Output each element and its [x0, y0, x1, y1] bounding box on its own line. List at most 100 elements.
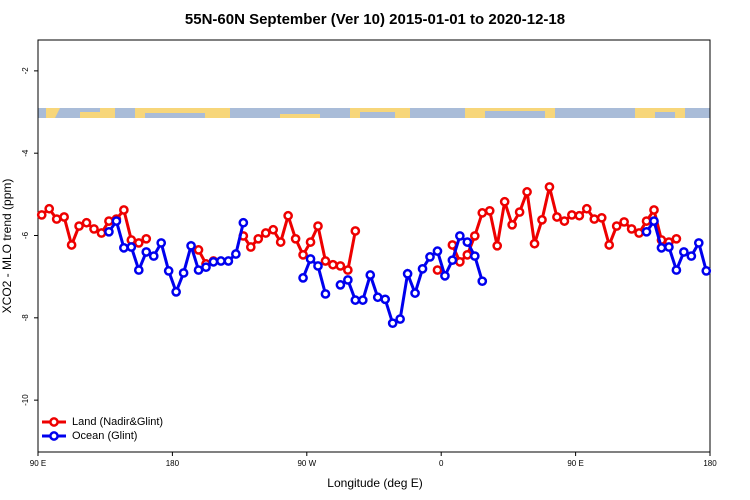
point — [313, 221, 323, 231]
point — [350, 226, 361, 236]
point — [133, 238, 144, 248]
point — [275, 237, 286, 247]
point — [619, 217, 629, 227]
point — [387, 318, 398, 329]
point — [335, 280, 346, 290]
point — [469, 251, 480, 261]
point — [193, 245, 204, 255]
point — [641, 226, 652, 237]
point — [193, 265, 204, 275]
point — [66, 240, 77, 250]
map-strip — [38, 108, 710, 118]
point — [455, 256, 465, 267]
point — [171, 287, 181, 297]
point — [298, 273, 308, 283]
point — [51, 214, 62, 224]
legend-label: Land (Nadir&Glint) — [72, 416, 163, 428]
point — [223, 256, 234, 266]
point — [671, 233, 682, 244]
point — [148, 251, 159, 261]
point — [656, 243, 667, 253]
x-tick-label: 90 W — [297, 459, 316, 468]
point — [477, 208, 488, 218]
point — [432, 246, 443, 256]
point — [313, 261, 323, 271]
point — [104, 226, 114, 237]
y-tick-label: -4 — [21, 149, 30, 157]
point — [320, 289, 331, 299]
point — [141, 247, 152, 257]
point — [701, 266, 712, 276]
point — [522, 187, 532, 197]
marks — [36, 182, 712, 329]
point — [417, 263, 428, 274]
point — [581, 203, 592, 214]
chart-title: 55N-60N September (Ver 10) 2015-01-01 to… — [185, 11, 565, 28]
point — [231, 249, 241, 259]
point — [119, 205, 129, 215]
point — [395, 314, 405, 324]
point — [402, 268, 413, 279]
point — [44, 203, 55, 214]
point — [499, 196, 510, 207]
point — [245, 242, 256, 252]
point — [178, 268, 189, 278]
point — [567, 210, 577, 220]
x-tick-label: 0 — [439, 459, 444, 468]
point — [529, 238, 540, 249]
point — [462, 249, 473, 260]
x-axis-label: Longitude (deg E) — [327, 476, 422, 490]
legend-marker — [49, 431, 59, 441]
point — [574, 210, 585, 221]
point — [208, 256, 219, 267]
x-tick-label: 90 E — [30, 459, 46, 468]
point — [320, 256, 331, 266]
point — [74, 221, 84, 231]
point — [238, 217, 249, 228]
point — [365, 270, 376, 280]
point — [641, 216, 652, 226]
point — [432, 265, 443, 275]
point — [133, 265, 144, 275]
point — [626, 224, 637, 234]
point — [492, 240, 503, 251]
point — [693, 238, 704, 248]
plot-frame — [37, 39, 711, 453]
point — [357, 295, 368, 305]
point — [410, 288, 420, 298]
point — [104, 216, 114, 226]
point — [260, 228, 271, 238]
point — [425, 252, 435, 262]
point — [679, 247, 689, 257]
point — [201, 262, 211, 273]
point — [611, 221, 622, 231]
point — [36, 210, 47, 220]
point — [216, 256, 226, 266]
point — [305, 237, 316, 247]
point — [343, 265, 353, 275]
point — [514, 207, 525, 217]
point — [290, 233, 301, 244]
point — [447, 255, 458, 266]
point — [664, 242, 674, 252]
point — [589, 214, 600, 224]
point — [335, 261, 346, 271]
legend-marker — [49, 417, 59, 427]
x-tick-label: 180 — [166, 459, 180, 468]
x-tick-label: 90 E — [567, 459, 583, 468]
point — [305, 254, 316, 264]
point — [111, 216, 122, 226]
point — [328, 259, 338, 270]
point — [596, 212, 607, 223]
point — [686, 251, 697, 261]
y-tick-label: -2 — [21, 67, 30, 75]
point — [552, 212, 562, 222]
y-tick-label: -10 — [21, 394, 30, 406]
point — [380, 294, 391, 305]
point — [649, 205, 659, 215]
point — [96, 228, 107, 238]
point — [559, 216, 570, 226]
point — [477, 276, 488, 287]
